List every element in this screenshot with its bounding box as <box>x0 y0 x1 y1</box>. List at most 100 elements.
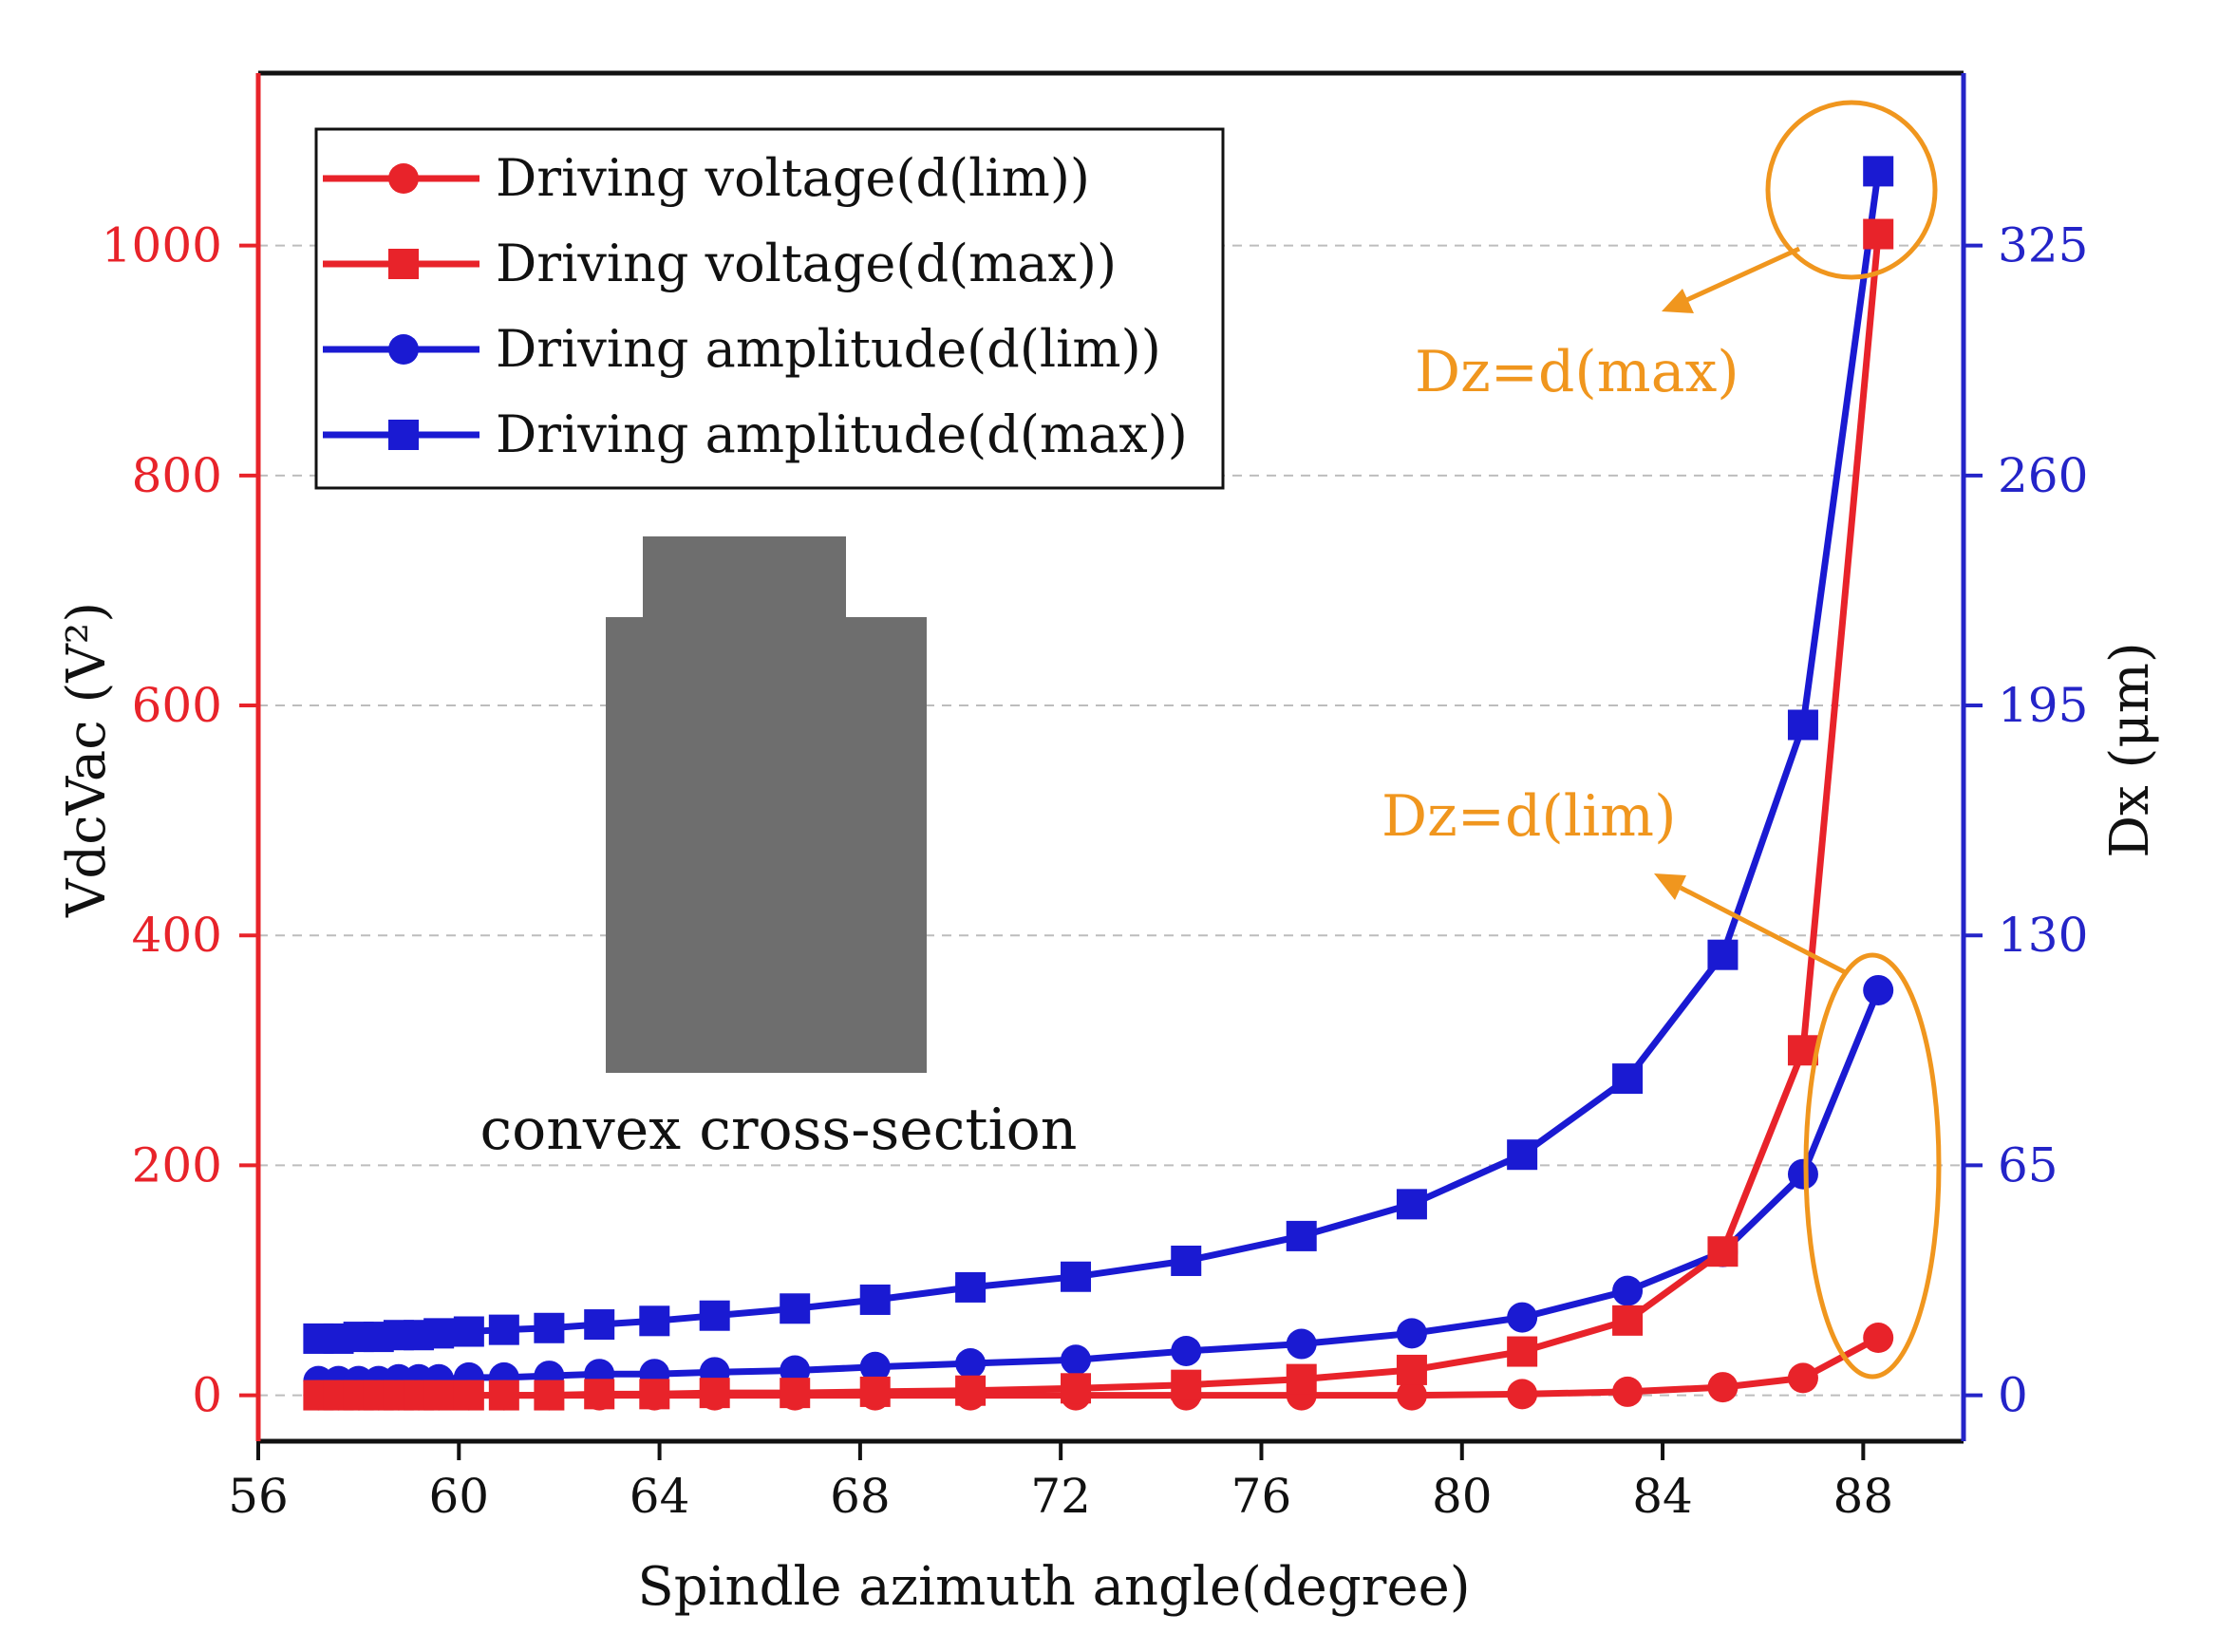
x-tick-label-56: 56 <box>228 1469 289 1524</box>
legend-label-amplitude-lim: Driving amplitude(d(lim)) <box>496 319 1161 379</box>
y-right-tick-label-130: 130 <box>1998 908 2088 963</box>
series-1-point-8 <box>488 1380 519 1411</box>
series-1 <box>303 218 1894 1411</box>
y-left-tick-label-800: 800 <box>132 448 222 503</box>
series-3-point-23 <box>1787 709 1818 741</box>
legend-label-voltage-max: Driving voltage(d(max)) <box>496 234 1117 293</box>
series-3-point-9 <box>534 1312 565 1343</box>
y-left-tick-label-400: 400 <box>132 908 222 963</box>
x-tick-label-60: 60 <box>428 1469 489 1524</box>
legend-entry-amplitude-max: Driving amplitude(d(max)) <box>323 404 1188 464</box>
series-1-point-18 <box>1286 1363 1317 1395</box>
cross-section-cap <box>643 536 846 622</box>
series-3-point-20 <box>1507 1139 1538 1171</box>
y-right-tick-label-325: 325 <box>1998 218 2088 273</box>
x-tick-label-80: 80 <box>1432 1469 1493 1524</box>
y-right-tick-label-65: 65 <box>1998 1137 2058 1192</box>
ticks: 56 60 64 68 72 76 80 84 88 0 200 400 600 800 1000 0 65 13… <box>102 218 2089 1524</box>
series-2-point-24 <box>1863 974 1894 1005</box>
x-tick-label-76: 76 <box>1231 1469 1292 1524</box>
series-3-point-19 <box>1396 1189 1427 1220</box>
series-1-point-15 <box>955 1375 987 1406</box>
x-tick-label-88: 88 <box>1833 1469 1894 1524</box>
y-left-tick-label-600: 600 <box>132 678 222 733</box>
series-0-point-20 <box>1507 1379 1538 1410</box>
legend-entry-amplitude-lim: Driving amplitude(d(lim)) <box>323 319 1161 379</box>
legend-label-voltage-lim: Driving voltage(d(lim)) <box>496 148 1090 208</box>
legend-marker-amplitude-lim <box>388 334 419 365</box>
y-axis-left-title: VdcVac (V²) <box>56 602 118 918</box>
series-0-point-19 <box>1396 1380 1427 1411</box>
legend-entry-voltage-lim: Driving voltage(d(lim)) <box>323 148 1090 208</box>
x-axis-title: Spindle azimuth angle(degree) <box>637 1556 1470 1618</box>
legend-marker-amplitude-max <box>388 420 419 450</box>
grid <box>258 244 1964 1397</box>
series-3 <box>303 156 1894 1354</box>
series-3-point-10 <box>584 1309 615 1341</box>
series-3-point-11 <box>639 1305 670 1337</box>
series-3-point-21 <box>1612 1063 1644 1095</box>
x-tick-label-64: 64 <box>630 1469 690 1524</box>
cross-section-body <box>606 617 927 1073</box>
x-tick-label-68: 68 <box>830 1469 891 1524</box>
series-layer <box>303 156 1894 1411</box>
annotation-dz-lim-arrow-line <box>1679 885 1849 976</box>
series-0-point-21 <box>1612 1376 1644 1407</box>
series-2-point-18 <box>1286 1328 1317 1360</box>
series-1-point-21 <box>1612 1305 1644 1336</box>
series-1-point-7 <box>453 1380 484 1411</box>
series-3-point-16 <box>1061 1261 1092 1292</box>
series-2-point-21 <box>1612 1275 1644 1306</box>
series-3-point-22 <box>1707 939 1739 970</box>
series-3-point-17 <box>1171 1245 1202 1276</box>
series-2-point-19 <box>1396 1318 1427 1349</box>
series-1-point-14 <box>859 1376 891 1407</box>
y-right-tick-label-195: 195 <box>1998 678 2088 733</box>
legend-entry-voltage-max: Driving voltage(d(max)) <box>323 234 1117 293</box>
annotation-dz-max-arrow-line <box>1681 246 1801 305</box>
legend-label-amplitude-max: Driving amplitude(d(max)) <box>496 404 1188 464</box>
series-0-point-23 <box>1787 1362 1818 1394</box>
legend-marker-voltage-max <box>388 249 419 279</box>
series-1-point-6 <box>423 1380 455 1411</box>
annotation-dz-max-arrowhead <box>1662 289 1694 313</box>
series-1-point-13 <box>780 1378 811 1409</box>
inset-caption: convex cross-section <box>480 1097 1078 1163</box>
x-tick-label-72: 72 <box>1030 1469 1091 1524</box>
series-1-point-9 <box>534 1380 565 1411</box>
annotation-dz-max-label: Dz=d(max) <box>1415 339 1739 405</box>
series-1-point-16 <box>1061 1373 1092 1404</box>
annotation-dz-max: Dz=d(max) <box>1415 100 1938 405</box>
y-left-tick-label-1000: 1000 <box>102 218 222 273</box>
x-tick-label-84: 84 <box>1632 1469 1693 1524</box>
annotation-dz-lim: Dz=d(lim) <box>1382 783 1942 1380</box>
series-2-point-20 <box>1507 1302 1538 1333</box>
series-3-point-6 <box>423 1318 455 1349</box>
series-0-point-24 <box>1863 1323 1894 1354</box>
series-1-point-17 <box>1171 1369 1202 1400</box>
y-right-tick-label-0: 0 <box>1998 1368 2028 1423</box>
series-2-point-14 <box>859 1351 891 1382</box>
series-0-point-22 <box>1707 1372 1739 1403</box>
series-1-point-10 <box>584 1379 615 1410</box>
annotation-dz-lim-label: Dz=d(lim) <box>1382 783 1677 850</box>
series-2-point-17 <box>1171 1335 1202 1366</box>
series-3-point-13 <box>780 1293 811 1324</box>
series-3-point-14 <box>859 1284 891 1315</box>
annotation-dz-max-circle <box>1765 100 1938 280</box>
series-3-point-7 <box>453 1316 484 1347</box>
series-1-point-12 <box>699 1378 730 1409</box>
series-3-point-24 <box>1863 156 1894 187</box>
series-1-point-22 <box>1707 1236 1739 1267</box>
convex-cross-section-shape <box>606 536 927 1073</box>
legend-box <box>314 127 1225 490</box>
series-2-point-16 <box>1061 1344 1092 1376</box>
y-right-tick-label-260: 260 <box>1998 448 2088 503</box>
series-3-point-12 <box>699 1300 730 1331</box>
series-3-point-18 <box>1286 1220 1317 1251</box>
series-1-point-24 <box>1863 218 1894 250</box>
series-1-point-19 <box>1396 1354 1427 1385</box>
y-left-tick-label-0: 0 <box>192 1368 222 1423</box>
y-left-tick-label-200: 200 <box>132 1137 222 1192</box>
